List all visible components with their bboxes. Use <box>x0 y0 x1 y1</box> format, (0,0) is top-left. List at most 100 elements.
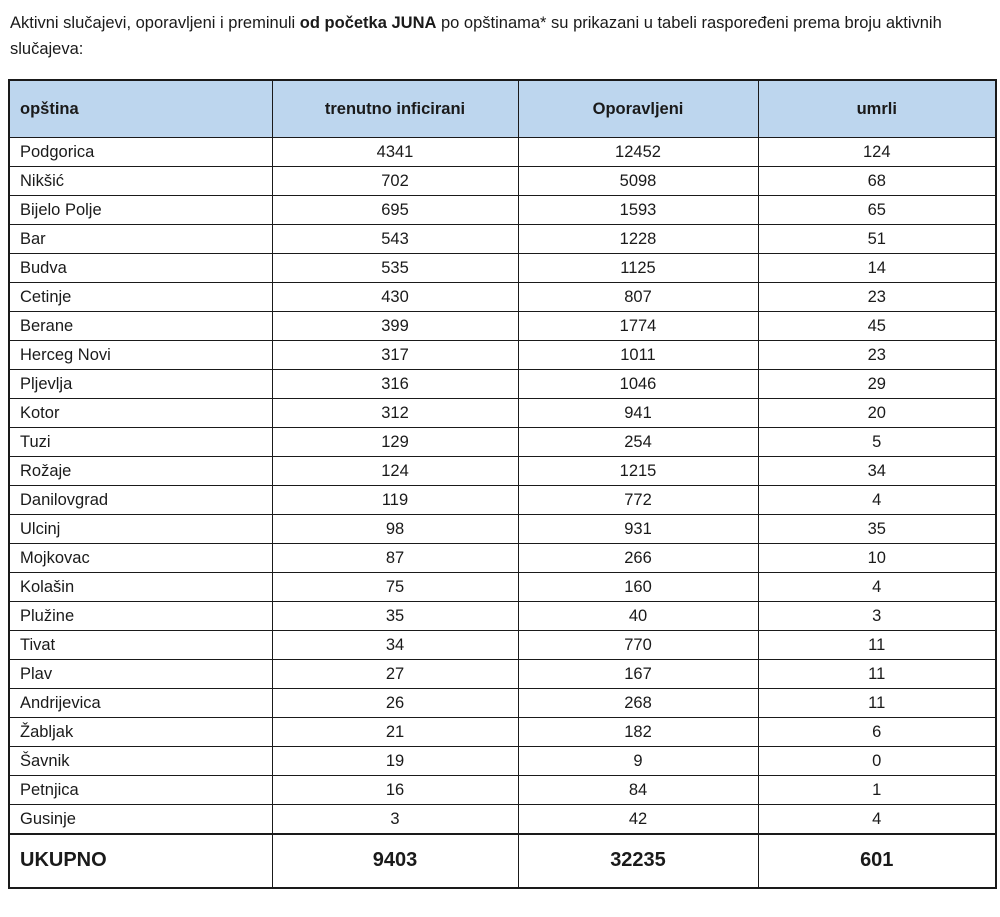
value-cell: 807 <box>517 282 759 313</box>
value-cell: 1228 <box>517 224 759 255</box>
value-cell: 21 <box>271 717 519 748</box>
value-cell: 770 <box>517 630 759 661</box>
table-row: Tuzi 129 254 5 <box>8 427 997 458</box>
value-cell: 543 <box>271 224 519 255</box>
value-cell: 1215 <box>517 456 759 487</box>
value-cell: 35 <box>271 601 519 632</box>
value-cell: 11 <box>757 659 997 690</box>
table-row: Herceg Novi 317 1011 23 <box>8 340 997 371</box>
total-label: UKUPNO <box>8 832 273 889</box>
value-cell: 772 <box>517 485 759 516</box>
table-row: Bar 543 1228 51 <box>8 224 997 255</box>
value-cell: 45 <box>757 311 997 342</box>
municipality-cell: Bar <box>8 224 273 255</box>
value-cell: 1593 <box>517 195 759 226</box>
header-oporavljeni: Oporavljeni <box>517 79 759 139</box>
value-cell: 5098 <box>517 166 759 197</box>
value-cell: 695 <box>271 195 519 226</box>
municipality-cell: Bijelo Polje <box>8 195 273 226</box>
header-row: opština trenutno inficirani Oporavljeni … <box>8 79 997 139</box>
table-row: Plav 27 167 11 <box>8 659 997 690</box>
municipality-cell: Rožaje <box>8 456 273 487</box>
value-cell: 1046 <box>517 369 759 400</box>
municipality-cell: Nikšić <box>8 166 273 197</box>
municipality-cell: Petnjica <box>8 775 273 806</box>
value-cell: 35 <box>757 514 997 545</box>
table-row: Mojkovac 87 266 10 <box>8 543 997 574</box>
value-cell: 34 <box>271 630 519 661</box>
value-cell: 11 <box>757 630 997 661</box>
value-cell: 9 <box>517 746 759 777</box>
municipality-cell: Podgorica <box>8 137 273 168</box>
value-cell: 29 <box>757 369 997 400</box>
value-cell: 5 <box>757 427 997 458</box>
table-row: Nikšić 702 5098 68 <box>8 166 997 197</box>
table-row: Podgorica 4341 12452 124 <box>8 137 997 168</box>
table-row: Gusinje 3 42 4 <box>8 804 997 835</box>
intro-text-bold: od početka JUNA <box>299 14 437 32</box>
value-cell: 10 <box>757 543 997 574</box>
value-cell: 1774 <box>517 311 759 342</box>
header-umrli: umrli <box>757 79 997 139</box>
table-row: Pljevlja 316 1046 29 <box>8 369 997 400</box>
header-opstina: opština <box>8 79 273 139</box>
value-cell: 40 <box>517 601 759 632</box>
value-cell: 941 <box>517 398 759 429</box>
table-row: Danilovgrad 119 772 4 <box>8 485 997 516</box>
total-deaths: 601 <box>757 832 997 889</box>
table-row: Kotor 312 941 20 <box>8 398 997 429</box>
value-cell: 14 <box>757 253 997 284</box>
value-cell: 6 <box>757 717 997 748</box>
value-cell: 931 <box>517 514 759 545</box>
value-cell: 68 <box>757 166 997 197</box>
municipality-cell: Tivat <box>8 630 273 661</box>
value-cell: 4 <box>757 485 997 516</box>
value-cell: 124 <box>271 456 519 487</box>
table-row: Plužine 35 40 3 <box>8 601 997 632</box>
value-cell: 268 <box>517 688 759 719</box>
value-cell: 312 <box>271 398 519 429</box>
municipality-cell: Plav <box>8 659 273 690</box>
table-row: Šavnik 19 9 0 <box>8 746 997 777</box>
value-cell: 27 <box>271 659 519 690</box>
value-cell: 20 <box>757 398 997 429</box>
table-row: Andrijevica 26 268 11 <box>8 688 997 719</box>
value-cell: 23 <box>757 282 997 313</box>
municipality-cell: Pljevlja <box>8 369 273 400</box>
value-cell: 124 <box>757 137 997 168</box>
value-cell: 34 <box>757 456 997 487</box>
value-cell: 535 <box>271 253 519 284</box>
value-cell: 65 <box>757 195 997 226</box>
table-body: Podgorica 4341 12452 124 Nikšić 702 5098 68 Bije… <box>8 137 997 835</box>
value-cell: 399 <box>271 311 519 342</box>
municipality-cell: Mojkovac <box>8 543 273 574</box>
total-recovered: 32235 <box>517 832 759 889</box>
value-cell: 4 <box>757 572 997 603</box>
value-cell: 42 <box>517 804 759 835</box>
value-cell: 3 <box>271 804 519 835</box>
value-cell: 702 <box>271 166 519 197</box>
municipality-cell: Plužine <box>8 601 273 632</box>
value-cell: 4 <box>757 804 997 835</box>
value-cell: 3 <box>757 601 997 632</box>
intro-paragraph: Aktivni slučajevi, oporavljeni i preminu… <box>10 10 993 63</box>
value-cell: 1125 <box>517 253 759 284</box>
value-cell: 87 <box>271 543 519 574</box>
municipality-cell: Herceg Novi <box>8 340 273 371</box>
table-row: Žabljak 21 182 6 <box>8 717 997 748</box>
table-row: Ulcinj 98 931 35 <box>8 514 997 545</box>
table-row: Kolašin 75 160 4 <box>8 572 997 603</box>
value-cell: 167 <box>517 659 759 690</box>
municipality-cell: Budva <box>8 253 273 284</box>
table-footer: UKUPNO 9403 32235 601 <box>8 832 997 889</box>
value-cell: 26 <box>271 688 519 719</box>
municipality-cell: Kotor <box>8 398 273 429</box>
municipality-cell: Ulcinj <box>8 514 273 545</box>
table-row: Cetinje 430 807 23 <box>8 282 997 313</box>
municipality-cell: Šavnik <box>8 746 273 777</box>
value-cell: 317 <box>271 340 519 371</box>
municipality-cell: Žabljak <box>8 717 273 748</box>
value-cell: 11 <box>757 688 997 719</box>
intro-text-pre: Aktivni slučajevi, oporavljeni i preminu… <box>10 14 300 32</box>
